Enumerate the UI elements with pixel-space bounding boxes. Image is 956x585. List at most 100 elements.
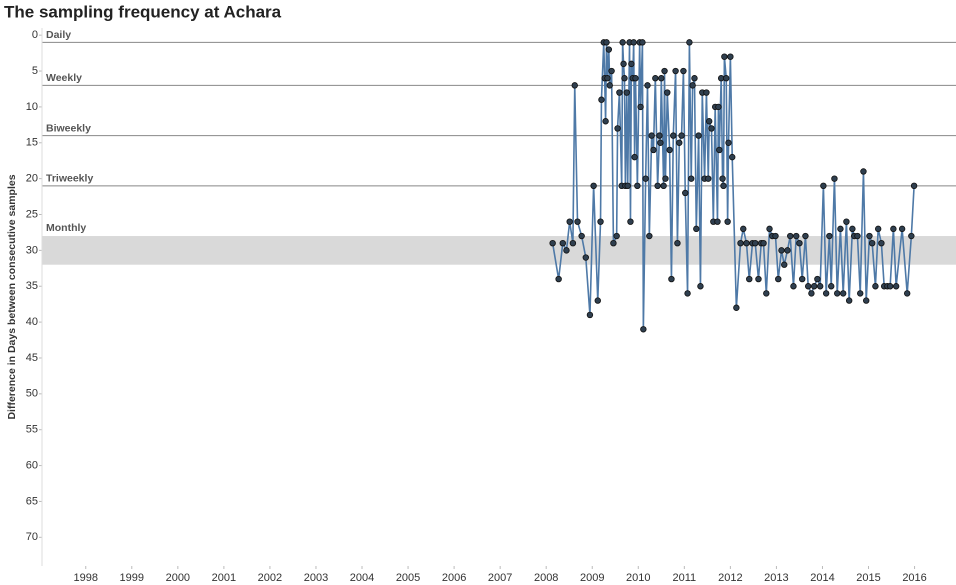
data-point — [594, 297, 601, 304]
y-tick-label: 15 — [26, 137, 38, 149]
data-point — [650, 146, 657, 154]
data-point — [740, 225, 747, 233]
data-point — [743, 239, 750, 247]
data-point — [621, 75, 628, 82]
data-point — [660, 182, 667, 190]
y-tick-label: 50 — [26, 388, 38, 400]
data-point — [676, 139, 683, 146]
reference-label: Weekly — [46, 72, 82, 84]
data-point — [632, 75, 639, 82]
data-point — [837, 225, 844, 233]
y-tick-label: 5 — [32, 65, 38, 77]
data-point — [658, 75, 665, 82]
reference-band — [42, 236, 956, 265]
data-point — [845, 297, 853, 304]
data-point — [670, 132, 677, 139]
data-point — [772, 232, 779, 240]
data-point — [688, 175, 695, 182]
data-point — [746, 275, 753, 283]
data-point — [620, 60, 627, 68]
x-tick-label: 2007 — [488, 572, 512, 584]
x-tick-label: 2012 — [718, 572, 742, 584]
x-tick-label: 2010 — [626, 572, 650, 584]
data-point — [802, 232, 809, 240]
x-tick-label: 2006 — [442, 572, 466, 584]
data-point — [597, 218, 604, 225]
data-point — [799, 275, 806, 283]
data-point — [693, 225, 700, 233]
data-point — [843, 218, 850, 225]
data-point — [691, 75, 698, 82]
data-point — [686, 39, 693, 46]
data-point — [630, 39, 637, 46]
data-point — [578, 232, 585, 240]
data-point — [868, 239, 876, 247]
data-point — [763, 290, 770, 297]
data-point — [839, 290, 847, 297]
data-point — [727, 53, 734, 60]
data-point — [729, 153, 736, 161]
data-point — [716, 146, 723, 154]
data-point — [766, 225, 773, 233]
data-point — [624, 182, 631, 190]
data-point — [608, 67, 615, 75]
data-point — [828, 283, 835, 290]
data-point — [854, 232, 861, 240]
data-point — [878, 239, 885, 247]
data-point — [708, 125, 715, 132]
data-point — [808, 290, 815, 297]
data-point — [590, 182, 597, 190]
data-point — [834, 290, 841, 297]
x-tick-label: 1998 — [74, 572, 98, 584]
chart-title: The sampling frequency at Achara — [4, 2, 282, 21]
x-tick-label: 2011 — [673, 572, 697, 584]
x-tick-label: 2016 — [902, 572, 926, 584]
data-point — [804, 283, 812, 290]
x-tick-label: 2005 — [396, 572, 420, 584]
data-point — [705, 175, 712, 182]
data-point — [619, 39, 626, 46]
data-point — [634, 182, 641, 190]
data-point — [719, 175, 726, 182]
data-point — [672, 67, 679, 75]
data-point — [724, 218, 731, 225]
data-point — [703, 89, 710, 96]
x-tick-label: 2001 — [212, 572, 236, 584]
data-point — [605, 46, 613, 53]
data-point — [666, 146, 673, 154]
data-point — [657, 139, 664, 146]
series-line — [551, 42, 915, 330]
x-tick-label: 2014 — [810, 572, 834, 584]
data-point — [816, 283, 824, 290]
reference-label: Monthly — [46, 222, 86, 234]
x-tick-label: 2003 — [304, 572, 328, 584]
x-tick-label: 2009 — [580, 572, 604, 584]
y-tick-label: 20 — [26, 173, 38, 185]
data-point — [602, 118, 609, 125]
data-point — [668, 275, 675, 283]
data-point — [826, 232, 833, 240]
x-tick-label: 2000 — [166, 572, 190, 584]
data-point — [656, 132, 663, 139]
data-point — [652, 75, 659, 82]
data-point — [610, 239, 617, 247]
data-point — [872, 283, 879, 290]
x-tick-label: 2004 — [350, 572, 374, 584]
data-point — [664, 89, 671, 96]
data-point — [752, 239, 759, 247]
data-point — [892, 283, 900, 290]
data-point — [631, 153, 638, 161]
reference-label: Triweekly — [46, 173, 93, 185]
y-tick-label: 40 — [26, 316, 38, 328]
data-point — [822, 290, 830, 297]
data-point — [737, 239, 744, 247]
data-point — [640, 326, 647, 333]
data-point — [678, 132, 685, 139]
y-tick-label: 35 — [26, 280, 38, 292]
data-point — [569, 239, 577, 247]
data-point — [793, 232, 800, 240]
data-point — [866, 232, 873, 240]
data-point — [697, 283, 704, 290]
data-point — [642, 175, 649, 182]
